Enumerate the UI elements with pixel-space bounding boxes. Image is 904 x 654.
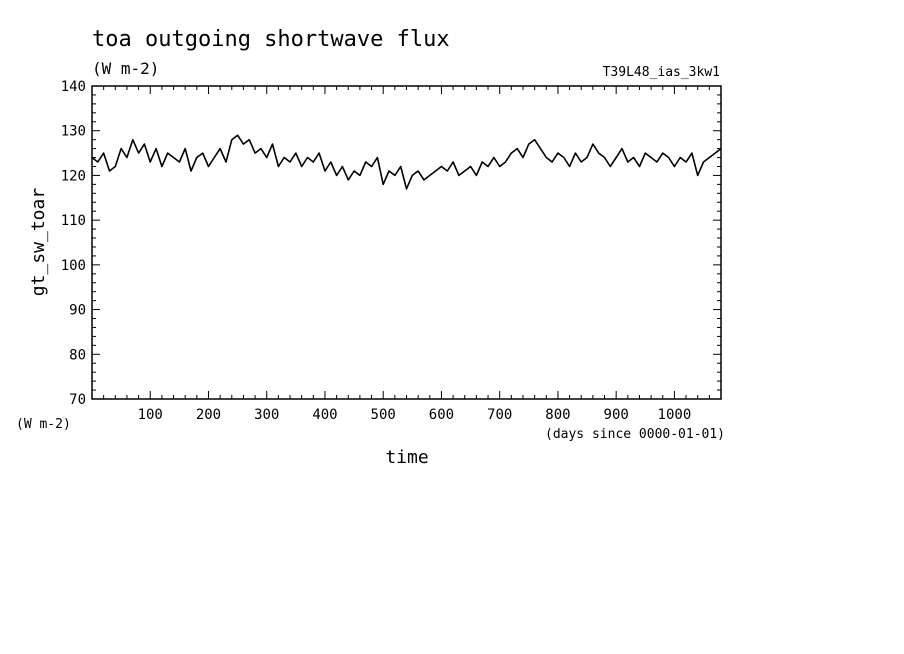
y-tick-label: 120 — [61, 168, 86, 184]
y-axis-ticks: 70 80 90 100 110 120 130 140 — [61, 79, 721, 408]
x-tick-label: 800 — [545, 407, 570, 423]
x-tick-label: 700 — [487, 407, 512, 423]
x-tick-label: 1000 — [658, 407, 692, 423]
y-tick-label: 70 — [69, 392, 86, 408]
y-tick-label: 140 — [61, 79, 86, 95]
x-tick-label: 100 — [138, 407, 163, 423]
x-tick-label: 900 — [604, 407, 629, 423]
x-tick-label: 500 — [371, 407, 396, 423]
x-tick-label: 200 — [196, 407, 221, 423]
y-axis-units: (W m-2) — [16, 417, 71, 432]
x-axis-label: time — [385, 447, 428, 468]
x-axis-units: (days since 0000-01-01) — [545, 427, 725, 442]
chart-units: (W m-2) — [92, 59, 159, 78]
y-tick-label: 110 — [61, 213, 86, 229]
x-tick-label: 600 — [429, 407, 454, 423]
plot-frame — [91, 85, 722, 400]
chart-title: toa outgoing shortwave flux — [92, 27, 450, 52]
y-tick-label: 80 — [69, 347, 86, 363]
x-tick-label: 300 — [254, 407, 279, 423]
y-tick-label: 90 — [69, 303, 86, 319]
y-tick-label: 130 — [61, 124, 86, 140]
y-tick-label: 100 — [61, 258, 86, 274]
run-label: T39L48_ias_3kw1 — [603, 65, 720, 80]
x-tick-label: 400 — [312, 407, 337, 423]
x-axis-ticks: 100 200 300 400 500 600 700 800 900 1000 — [103, 86, 710, 423]
series-line — [91, 134, 722, 190]
y-axis-label: gt_sw_toar — [28, 188, 49, 297]
